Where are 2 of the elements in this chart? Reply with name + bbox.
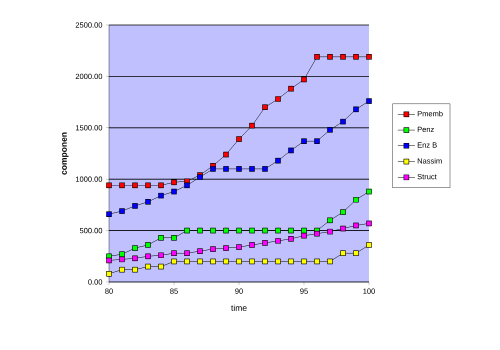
y-axis-title: componen: [62, 132, 68, 175]
x-axis-title: time: [231, 304, 247, 311]
